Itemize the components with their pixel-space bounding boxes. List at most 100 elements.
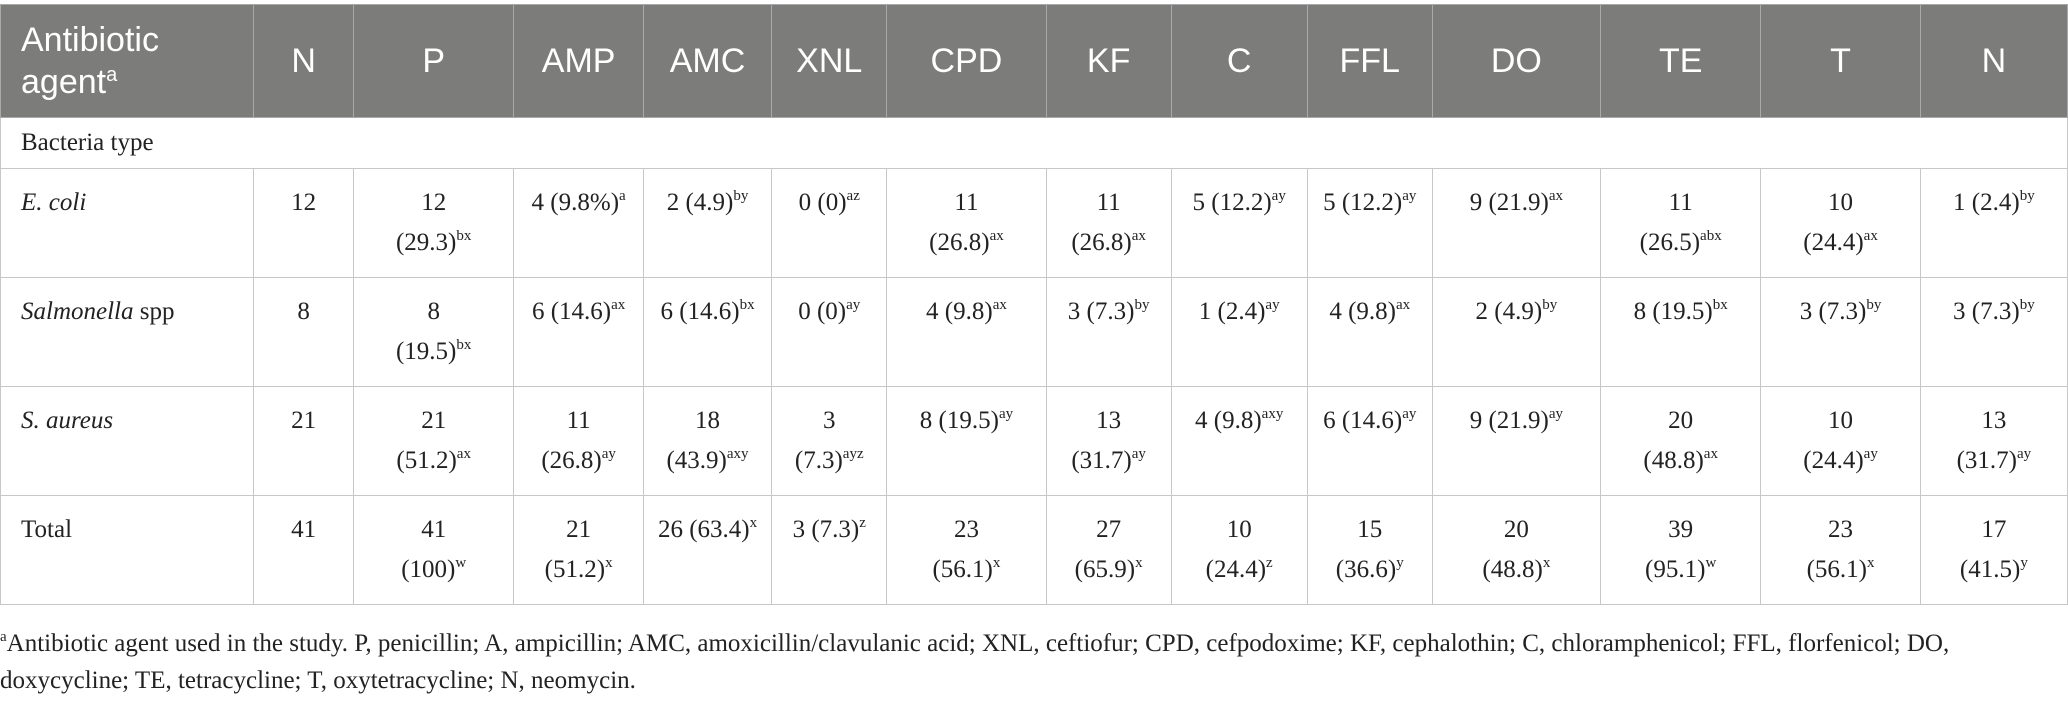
- cell-percentage: (65.9): [1074, 556, 1136, 583]
- cell-percentage: (51.2): [544, 556, 606, 583]
- cell-value: 11: [1096, 189, 1121, 216]
- cell-superscript: ay: [1548, 406, 1564, 422]
- table-cell: 1 (2.4)ay: [1170, 277, 1308, 387]
- cell-value: 5 (12.2): [1192, 189, 1272, 216]
- cell-value: 39: [1668, 516, 1694, 543]
- cell-superscript: by: [2019, 188, 2035, 204]
- cell-percentage: (24.4): [1205, 556, 1267, 583]
- header-row: Antibiotic agenta N P AMP AMC XNL CPD KF…: [0, 4, 2068, 118]
- table-cell: 3 (7.3)by: [1045, 277, 1172, 387]
- table-cell: 4 (9.8)axy: [1170, 386, 1308, 496]
- table-cell: 11 (26.8)ay: [513, 386, 644, 496]
- cell-superscript: x: [605, 555, 613, 571]
- cell-value: 8 (19.5): [919, 407, 999, 434]
- cell-value: 13: [1096, 407, 1122, 434]
- cell-superscript: ay: [2016, 446, 2032, 462]
- row-label-name: S. aureus: [21, 407, 114, 434]
- cell-value: 2 (4.9): [1475, 298, 1543, 325]
- table-cell: 11 (26.8)ax: [886, 168, 1047, 278]
- cell-superscript: by: [1866, 297, 1882, 313]
- table-cell: 17 (41.5)y: [1919, 495, 2068, 605]
- cell-value: 27: [1096, 516, 1122, 543]
- table-row: Total 41 41 (100)w 21 (51.2)x 26 (63.4)x 3 (7.3…: [0, 495, 2068, 605]
- cell-value: 20: [1503, 516, 1529, 543]
- table-cell: 5 (12.2)ay: [1306, 168, 1433, 278]
- table-cell: 6 (14.6)ax: [513, 277, 644, 387]
- cell-value: 6 (14.6): [531, 298, 612, 325]
- cell-superscript: ax: [992, 297, 1007, 313]
- header-col-p: P: [352, 4, 515, 118]
- row-label-name: E. coli: [21, 189, 87, 216]
- cell-superscript: axy: [726, 446, 749, 462]
- cell-superscript: ay: [1863, 446, 1878, 462]
- cell-value: 12: [421, 189, 447, 216]
- table-cell: 39 (95.1)w: [1599, 495, 1762, 605]
- cell-superscript: ax: [989, 228, 1004, 244]
- cell-value: 10: [1828, 189, 1854, 216]
- table-cell: 21 (51.2)x: [513, 495, 644, 605]
- table-cell: 5 (12.2)ay: [1170, 168, 1308, 278]
- antibiotic-resistance-table: Antibiotic agenta N P AMP AMC XNL CPD KF…: [0, 4, 2068, 605]
- table-cell: 8 (19.5)bx: [352, 277, 515, 387]
- table-cell: 26 (63.4)x: [642, 495, 773, 605]
- cell-superscript: w: [455, 555, 467, 571]
- table-cell: 9 (21.9)ay: [1431, 386, 1601, 496]
- table-cell: 3 (7.3)by: [1760, 277, 1921, 387]
- cell-superscript: axy: [1261, 406, 1284, 422]
- header-col-c: C: [1170, 4, 1308, 118]
- cell-percentage: (36.6): [1335, 556, 1397, 583]
- row-label-suffix: spp: [133, 298, 175, 325]
- table-cell: 8 (19.5)bx: [1599, 277, 1762, 387]
- cell-percentage: (29.3): [395, 229, 457, 256]
- table-cell: 15 (36.6)y: [1306, 495, 1433, 605]
- table-cell: 23 (56.1)x: [1760, 495, 1921, 605]
- cell-superscript: a: [619, 188, 626, 204]
- cell-percentage: (95.1): [1645, 556, 1706, 583]
- header-col-ffl: FFL: [1306, 4, 1433, 118]
- cell-superscript: ax: [1548, 188, 1564, 204]
- cell-superscript: z: [1266, 555, 1273, 571]
- table-cell: 6 (14.6)ay: [1306, 386, 1433, 496]
- cell-value: 15: [1357, 516, 1383, 543]
- cell-percentage: (26.8): [541, 447, 602, 474]
- table-body: Bacteria type E. coli 12 12 (29.3)bx 4 (9.8%…: [0, 117, 2068, 605]
- table-cell: 41 (100)w: [352, 495, 515, 605]
- cell-value: 9 (21.9): [1469, 189, 1549, 216]
- table-cell: 10 (24.4)ay: [1760, 386, 1921, 496]
- table-cell: 10 (24.4)ax: [1760, 168, 1921, 278]
- cell-value: 11: [954, 189, 979, 216]
- header-col-xnl: XNL: [771, 4, 888, 118]
- cell-value: 26 (63.4): [657, 516, 750, 543]
- cell-superscript: ay: [1402, 406, 1417, 422]
- table-cell: 3 (7.3)ayz: [771, 386, 888, 496]
- table-cell: 2 (4.9)by: [642, 168, 773, 278]
- cell-value: 41: [291, 516, 317, 543]
- cell-value: 41: [421, 516, 447, 543]
- cell-value: 9 (21.9): [1469, 407, 1549, 434]
- section-label: Bacteria type: [0, 117, 2068, 169]
- cell-superscript: x: [992, 555, 1001, 571]
- table-row: E. coli 12 12 (29.3)bx 4 (9.8%)a 2 (4.9)by 0 (…: [0, 168, 2068, 278]
- cell-value: 4 (9.8): [1195, 407, 1262, 434]
- table-cell: 3 (7.3)by: [1919, 277, 2068, 387]
- cell-value: 18: [695, 407, 721, 434]
- table-cell: 20 (48.8)x: [1431, 495, 1601, 605]
- cell-value: 8 (19.5): [1633, 298, 1713, 325]
- header-col-do: DO: [1431, 4, 1601, 118]
- cell-percentage: (24.4): [1803, 229, 1864, 256]
- table-cell: 20 (48.8)ax: [1599, 386, 1762, 496]
- cell-value: 4 (9.8): [926, 298, 993, 325]
- table-cell: 0 (0)ay: [771, 277, 888, 387]
- cell-superscript: by: [1134, 297, 1150, 313]
- cell-percentage: (48.8): [1643, 447, 1704, 474]
- cell-value: 4 (9.8%): [531, 189, 620, 216]
- table-cell: 13 (31.7)ay: [1045, 386, 1172, 496]
- table-cell: 27 (65.9)x: [1045, 495, 1172, 605]
- cell-superscript: w: [1705, 555, 1717, 571]
- cell-percentage: (41.5): [1959, 556, 2021, 583]
- cell-percentage: (56.1): [1806, 556, 1867, 583]
- table-cell: 13 (31.7)ay: [1919, 386, 2068, 496]
- cell-value: 1 (2.4): [1953, 189, 2020, 216]
- cell-percentage: (26.8): [1071, 229, 1132, 256]
- cell-percentage: (100): [401, 556, 456, 583]
